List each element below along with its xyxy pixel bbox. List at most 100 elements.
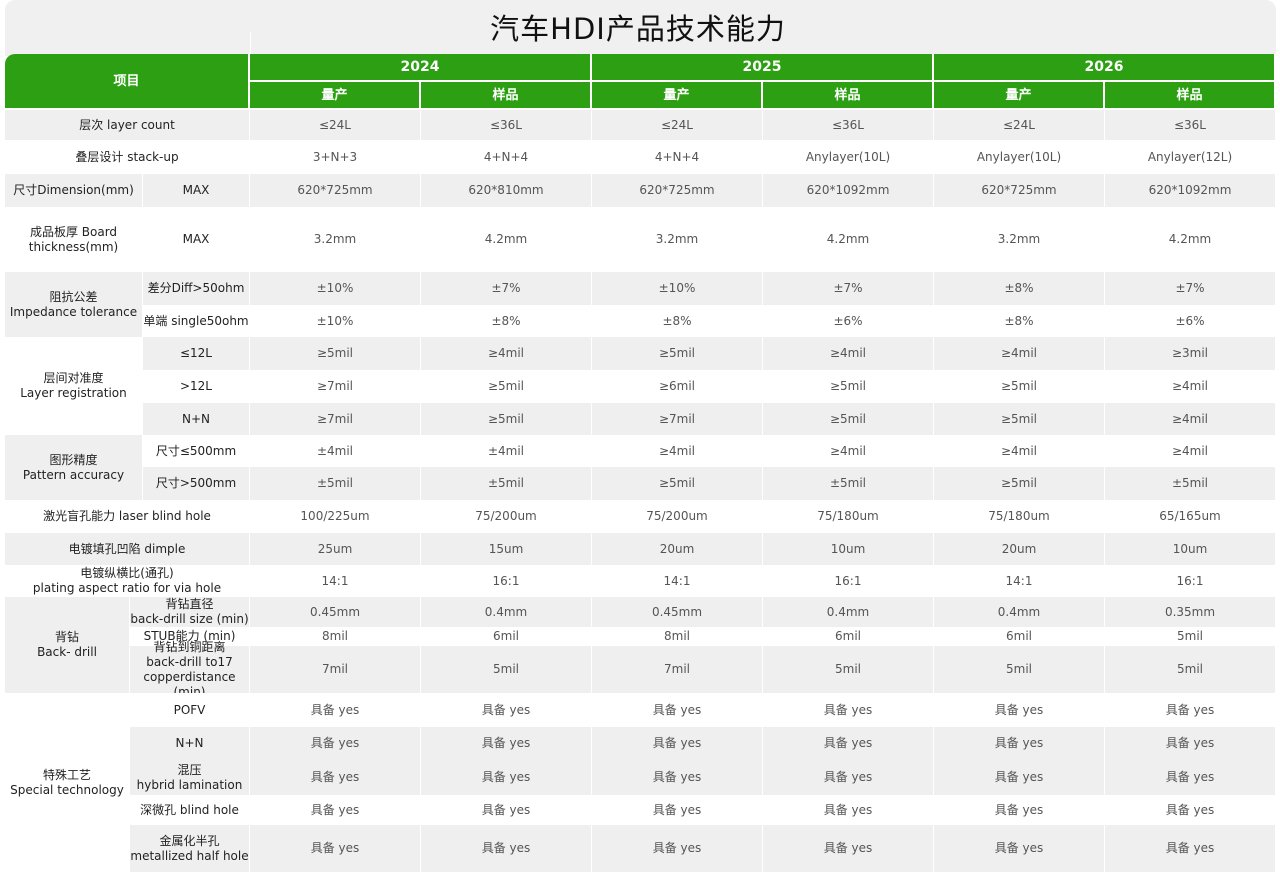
table-cell: 具备 yes [250,760,421,795]
header-gap [5,108,1276,110]
table-cell: 3.2mm [934,207,1105,272]
table-cell: ≥5mil [763,403,934,435]
table-cell: 具备 yes [1105,727,1276,760]
table-cell: ≥4mil [421,337,592,370]
table-cell: 14:1 [934,565,1105,597]
table-cell: ≥3mil [1105,337,1276,370]
table-cell: ±5mil [1105,467,1276,500]
table-cell: ±10% [250,272,421,305]
table-cell: 具备 yes [763,727,934,760]
header-sub: 样品 [421,82,592,108]
table-cell: 8mil [250,627,421,646]
table-cell: 具备 yes [250,795,421,825]
table-cell: ≥5mil [592,467,763,500]
table-cell: ≥4mil [1105,403,1276,435]
row-sub-label: 背钻直径 back-drill size (min) [130,597,250,627]
table-cell: 具备 yes [763,693,934,727]
row-sub-label: MAX [143,174,250,207]
table-cell: 具备 yes [934,825,1105,872]
table-cell: ≥7mil [592,403,763,435]
table-cell: ±5mil [421,467,592,500]
table-cell: ≥4mil [763,337,934,370]
table-cell: ±6% [763,305,934,337]
row-sub-label: 背钻到铜距离 back-drill to17 copperdistance (m… [130,640,250,699]
row-sub-label: ≤12L [143,337,250,370]
table-cell: ≥5mil [763,370,934,403]
table-cell: ≥6mil [592,370,763,403]
table-cell: ≥4mil [934,435,1105,467]
row-label: 层次 layer count [5,110,250,140]
table-cell: ≥5mil [934,403,1105,435]
table-cell: ≥7mil [250,370,421,403]
table-cell: ≤24L [250,110,421,140]
table-cell: ≥4mil [1105,370,1276,403]
table-cell: 4.2mm [763,207,934,272]
table-cell: 具备 yes [1105,825,1276,872]
table-cell: 具备 yes [592,727,763,760]
table-cell: 0.35mm [1105,597,1276,627]
table-cell: 4.2mm [421,207,592,272]
table-cell: ≥7mil [250,403,421,435]
table-cell: 具备 yes [421,727,592,760]
table-cell: ±10% [592,272,763,305]
table-cell: 具备 yes [934,795,1105,825]
table-cell: 75/200um [592,500,763,533]
table-cell: 具备 yes [763,760,934,795]
row-sub-label: POFV [130,693,250,727]
row-label: 特殊工艺 Special technology [5,693,130,872]
page-title: 汽车HDI产品技术能力 [490,12,786,46]
header-year: 2025 [592,54,934,82]
row-sub-label: 尺寸>500mm [143,467,250,500]
table-cell: 20um [934,533,1105,565]
table-cell: ≥5mil [421,370,592,403]
table-cell: 0.4mm [934,597,1105,627]
table-cell: 具备 yes [934,727,1105,760]
table-cell: 14:1 [250,565,421,597]
table-cell: ±10% [250,305,421,337]
table-cell: 具备 yes [934,760,1105,795]
table-cell: ≤24L [934,110,1105,140]
row-sub-label: 深微孔 blind hole [130,795,250,825]
table-cell: 620*725mm [250,174,421,207]
table-cell: 8mil [592,627,763,646]
table-cell: 具备 yes [763,825,934,872]
table-cell: 5mil [1105,627,1276,646]
table-cell: ≥4mil [934,337,1105,370]
table-cell: 5mil [1105,646,1276,693]
table-cell: 具备 yes [592,693,763,727]
table-cell: ±8% [934,305,1105,337]
row-sub-label: 单端 single50ohm [143,305,250,337]
table-cell: 0.45mm [592,597,763,627]
table-cell: Anylayer(12L) [1105,140,1276,174]
table-cell: ≥5mil [934,467,1105,500]
table-cell: ≥5mil [250,337,421,370]
table-cell: 75/200um [421,500,592,533]
row-label: 尺寸Dimension(mm) [5,174,143,207]
table-cell: 16:1 [763,565,934,597]
table-cell: 7mil [250,646,421,693]
table-cell: 0.45mm [250,597,421,627]
title-band [5,0,1276,56]
row-sub-label: 尺寸≤500mm [143,435,250,467]
table-cell: 3+N+3 [250,140,421,174]
table-cell: 具备 yes [421,795,592,825]
table-cell: ≥4mil [1105,435,1276,467]
table-cell: 5mil [421,646,592,693]
table-cell: 具备 yes [934,693,1105,727]
table-cell: 具备 yes [421,693,592,727]
table-cell: 4+N+4 [592,140,763,174]
row-sub-label: 混压 hybrid lamination [130,760,250,795]
table-cell: ≥4mil [592,435,763,467]
table-cell: 620*1092mm [1105,174,1276,207]
table-cell: ≤36L [421,110,592,140]
table-cell: 10um [763,533,934,565]
row-label: 电镀填孔凹陷 dimple [5,533,250,565]
row-label: 叠层设计 stack-up [5,140,250,174]
table-cell: 具备 yes [763,795,934,825]
table-cell: ±4mil [250,435,421,467]
table-cell: 具备 yes [1105,760,1276,795]
header-item: 项目 [5,54,250,108]
table-cell: 14:1 [592,565,763,597]
table-cell: 具备 yes [250,825,421,872]
table-cell: 具备 yes [592,795,763,825]
